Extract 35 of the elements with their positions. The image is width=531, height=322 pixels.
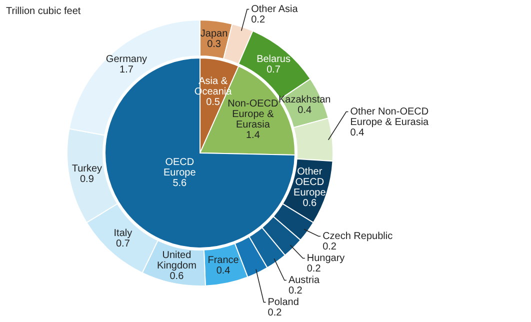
slice-label: Austria — [288, 275, 320, 286]
data-label: 0.5 — [206, 96, 220, 108]
data-label: 0.2 — [306, 264, 322, 274]
data-label: 0.2 — [322, 242, 337, 252]
data-label: 1.4 — [246, 130, 260, 141]
data-label: 0.2 — [288, 286, 303, 296]
data-label: 0.4 — [216, 266, 231, 277]
slice-label: OECD Europe — [164, 157, 196, 179]
slice-label: France — [208, 255, 240, 266]
data-label: 1.7 — [120, 64, 134, 76]
data-label: 0.2 — [268, 308, 282, 318]
data-label: 5.6 — [172, 178, 188, 190]
slice-label: Turkey — [72, 163, 102, 174]
data-label: 0.4 — [350, 128, 365, 139]
slice-label: Other OECD Europe — [294, 166, 326, 199]
slice-label: United Kingdom — [156, 250, 196, 272]
data-label: 0.7 — [266, 64, 281, 76]
slice-label: Hungary — [306, 253, 345, 264]
slice-label: Other Asia — [251, 4, 298, 15]
slice-label: Non-OECD Europe & Eurasia — [228, 98, 278, 130]
data-label: 0.3 — [207, 38, 222, 50]
data-label: 0.6 — [170, 270, 184, 282]
slice-label: Germany — [106, 54, 148, 66]
slice-label: Japan — [200, 28, 228, 40]
data-label: 0.2 — [251, 14, 266, 26]
data-label: 0.4 — [298, 105, 312, 116]
slice-label: Czech Republic — [322, 231, 393, 242]
slice-label: Other Non-OECD Europe & Eurasia — [350, 106, 430, 128]
slice-label: Belarus — [256, 54, 290, 66]
data-label: 0.6 — [302, 198, 318, 210]
data-label: 0.7 — [116, 238, 130, 250]
data-label: 0.9 — [80, 174, 94, 185]
slice-label: Poland — [268, 297, 299, 308]
slice-label: Italy — [114, 228, 132, 239]
chart-title: Trillion cubic feet — [6, 6, 81, 17]
